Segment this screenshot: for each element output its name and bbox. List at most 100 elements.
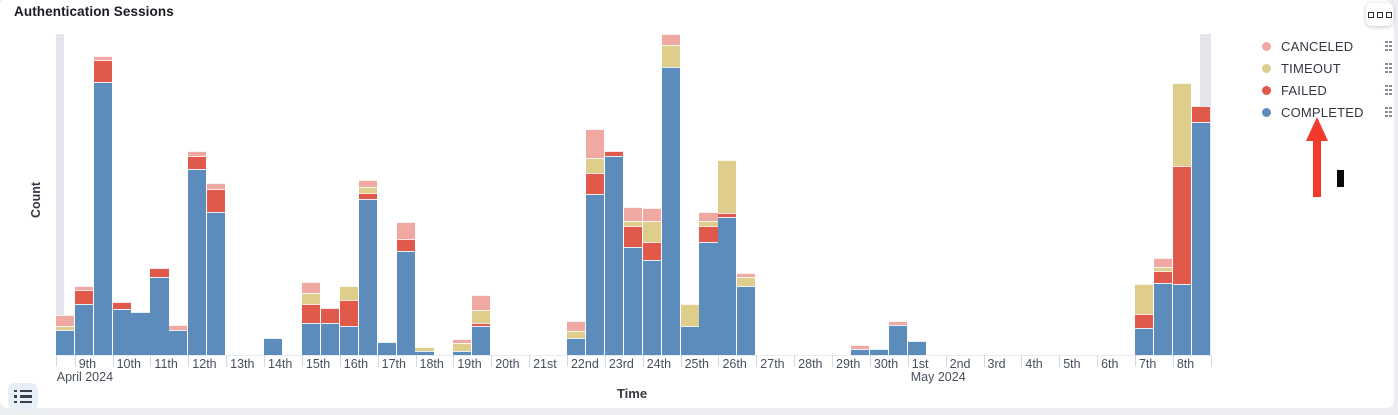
segment-failed xyxy=(150,268,169,277)
legend-item-failed[interactable]: FAILED xyxy=(1262,79,1394,101)
bar-apr-9-am[interactable] xyxy=(74,286,93,355)
legend-toggle-button[interactable] xyxy=(8,383,38,410)
bar-apr-19-pm[interactable] xyxy=(472,295,491,355)
bar-apr-10-pm[interactable] xyxy=(131,312,150,355)
segment-canceled xyxy=(358,180,377,187)
x-axis-tick xyxy=(604,355,606,367)
bar-apr-22-am[interactable] xyxy=(566,321,586,355)
segment-timeout xyxy=(1134,284,1154,314)
drag-handle-icon[interactable] xyxy=(1383,105,1394,120)
panel-options-button[interactable] xyxy=(1366,3,1393,26)
annotation-black-bar xyxy=(1337,170,1344,187)
x-axis-line xyxy=(55,355,1212,356)
bar-apr-16-am[interactable] xyxy=(339,286,358,355)
bar-apr-23-pm[interactable] xyxy=(623,207,642,355)
x-axis-tick xyxy=(566,355,568,367)
annotation-arrow-head xyxy=(1306,117,1328,141)
month-label: May 2024 xyxy=(910,370,966,384)
x-tick-label: 1st xyxy=(911,357,929,371)
legend-label: FAILED xyxy=(1281,82,1327,98)
bar-may-7-am[interactable] xyxy=(1134,284,1154,355)
x-tick-label: 14th xyxy=(268,357,293,371)
bar-apr-30-pm[interactable] xyxy=(888,321,907,355)
bar-apr-19-am[interactable] xyxy=(453,339,472,355)
segment-canceled xyxy=(566,321,586,331)
bar-apr-26-am[interactable] xyxy=(718,160,737,355)
segment-canceled xyxy=(585,129,604,158)
bar-apr-26-pm[interactable] xyxy=(737,273,756,355)
x-axis-tick xyxy=(377,355,379,367)
annotation-arrow-shaft xyxy=(1313,140,1321,197)
bar-apr-11-am[interactable] xyxy=(150,268,169,355)
x-tick-label: 2nd xyxy=(949,357,971,371)
x-axis-tick xyxy=(869,355,871,367)
bar-apr-29-pm[interactable] xyxy=(850,345,870,355)
bar-apr-30-am[interactable] xyxy=(869,349,888,355)
legend-item-completed[interactable]: COMPLETED xyxy=(1262,101,1394,123)
x-axis-tick xyxy=(642,355,644,367)
x-axis-tick xyxy=(756,355,758,367)
bar-apr-17-am[interactable] xyxy=(377,342,396,355)
bar-apr-18-am[interactable] xyxy=(415,347,434,355)
x-tick-label: 26th xyxy=(722,357,747,371)
bar-apr-25-pm[interactable] xyxy=(699,212,718,355)
x-tick-label: 29th xyxy=(836,357,861,371)
x-tick-label: 9th xyxy=(78,357,97,371)
legend-label: TIMEOUT xyxy=(1281,60,1341,76)
segment-failed xyxy=(585,173,604,194)
drag-handle-icon[interactable] xyxy=(1383,39,1394,54)
segment-failed xyxy=(1153,271,1172,283)
x-tick-label: 12th xyxy=(192,357,217,371)
segment-timeout xyxy=(699,221,718,226)
x-axis-tick xyxy=(1021,355,1023,367)
bar-apr-24-am[interactable] xyxy=(642,208,661,355)
x-axis-tick xyxy=(945,355,947,367)
bar-apr-22-pm[interactable] xyxy=(585,129,604,355)
x-tick-label: 6th xyxy=(1101,357,1119,371)
bar-apr-12-pm[interactable] xyxy=(207,183,226,355)
bar-may-8-pm[interactable] xyxy=(1191,106,1210,355)
x-tick-label: 8th xyxy=(1176,357,1195,371)
x-tick-label: 3rd xyxy=(987,357,1006,371)
segment-failed xyxy=(301,304,320,323)
segment-failed xyxy=(112,302,131,309)
bar-apr-25-am[interactable] xyxy=(680,304,699,355)
segment-completed xyxy=(74,304,93,355)
segment-canceled xyxy=(169,325,188,330)
drag-handle-icon[interactable] xyxy=(1383,61,1394,76)
x-axis-tick xyxy=(680,355,682,367)
segment-completed xyxy=(1153,283,1172,355)
legend-item-timeout[interactable]: TIMEOUT xyxy=(1262,57,1394,79)
bar-apr-24-pm[interactable] xyxy=(661,34,680,355)
drag-handle-icon[interactable] xyxy=(1383,83,1394,98)
x-tick-label: 27th xyxy=(760,357,785,371)
x-tick-label: 18th xyxy=(419,357,444,371)
bar-may-8-am[interactable] xyxy=(1172,83,1191,355)
bar-apr-16-pm[interactable] xyxy=(358,180,377,355)
bar-apr-15-pm[interactable] xyxy=(320,308,339,355)
segment-completed xyxy=(737,286,756,355)
x-axis-tick xyxy=(339,355,341,367)
bar-apr-10-am[interactable] xyxy=(112,302,131,355)
segment-completed xyxy=(566,338,586,355)
bar-apr-8-pm[interactable] xyxy=(55,315,74,355)
segment-canceled xyxy=(93,56,112,60)
x-tick-label: 24th xyxy=(646,357,672,371)
segment-timeout xyxy=(642,221,661,242)
bar-apr-15-am[interactable] xyxy=(301,282,320,355)
segment-completed xyxy=(585,194,604,355)
legend-item-canceled[interactable]: CANCELED xyxy=(1262,35,1394,57)
bar-may-7-pm[interactable] xyxy=(1153,258,1172,355)
bar-apr-14-am[interactable] xyxy=(264,338,283,355)
bar-apr-17-pm[interactable] xyxy=(396,222,415,355)
x-axis-tick xyxy=(907,355,909,367)
bar-apr-23-am[interactable] xyxy=(604,151,623,355)
x-tick-label: 11th xyxy=(154,357,178,371)
bar-may-1-am[interactable] xyxy=(907,341,926,355)
segment-failed xyxy=(358,193,377,199)
segment-completed xyxy=(396,251,415,355)
bar-apr-12-am[interactable] xyxy=(188,151,207,355)
x-axis-tick xyxy=(1134,355,1136,367)
bar-apr-11-pm[interactable] xyxy=(169,325,188,355)
bar-apr-9-pm[interactable] xyxy=(93,56,112,355)
